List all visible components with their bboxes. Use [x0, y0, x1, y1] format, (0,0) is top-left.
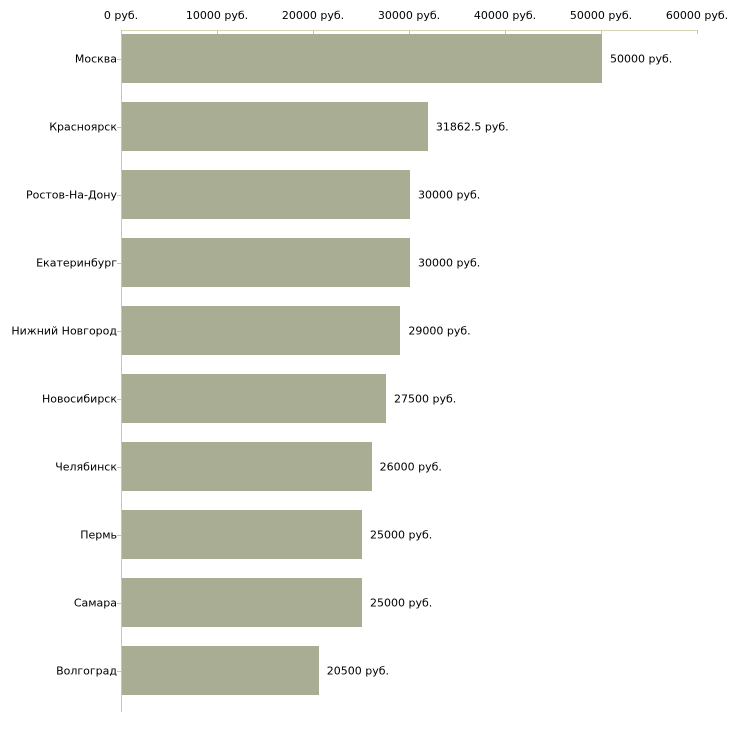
- category-tick-mark: [117, 195, 121, 196]
- bar-row: Красноярск 31862.5 руб.: [0, 93, 730, 161]
- y-axis-line: [121, 30, 122, 712]
- category-label: Волгоград: [56, 664, 117, 678]
- bar: [122, 238, 410, 287]
- bar-row: Самара 25000 руб.: [0, 569, 730, 637]
- bar: [122, 170, 410, 219]
- x-tick-mark: [697, 30, 698, 34]
- x-tick-mark: [601, 30, 602, 34]
- category-tick-mark: [117, 331, 121, 332]
- bar: [122, 34, 602, 83]
- bar-row: Москва 50000 руб.: [0, 25, 730, 93]
- bar-rows: Москва 50000 руб. Красноярск 31862.5 руб. Ро…: [0, 25, 730, 705]
- bar-row: Екатеринбург 30000 руб.: [0, 229, 730, 297]
- x-tick-label: 10000 руб.: [185, 9, 249, 22]
- category-tick-mark: [117, 467, 121, 468]
- x-tick-mark: [313, 30, 314, 34]
- category-tick-mark: [117, 59, 121, 60]
- category-label: Самара: [73, 596, 117, 610]
- x-tick-label: 0 руб.: [103, 9, 139, 22]
- category-tick-mark: [117, 535, 121, 536]
- bar: [122, 442, 372, 491]
- bar-row: Пермь 25000 руб.: [0, 501, 730, 569]
- x-tick-mark: [505, 30, 506, 34]
- category-tick-mark: [117, 263, 121, 264]
- category-label: Москва: [74, 52, 117, 66]
- category-label: Красноярск: [49, 120, 117, 134]
- bar: [122, 646, 319, 695]
- bar-row: Челябинск 26000 руб.: [0, 433, 730, 501]
- bar: [122, 374, 386, 423]
- value-label: 30000 руб.: [418, 188, 481, 202]
- value-label: 30000 руб.: [418, 256, 481, 270]
- category-tick-mark: [117, 603, 121, 604]
- category-label: Пермь: [80, 528, 117, 542]
- x-tick-mark: [409, 30, 410, 34]
- bar: [122, 102, 428, 151]
- x-tick-label: 50000 руб.: [569, 9, 633, 22]
- category-tick-mark: [117, 127, 121, 128]
- x-tick-label: 30000 руб.: [377, 9, 441, 22]
- bar-row: Новосибирск 27500 руб.: [0, 365, 730, 433]
- value-label: 20500 руб.: [326, 664, 390, 678]
- bar-row: Волгоград 20500 руб.: [0, 637, 730, 705]
- x-tick-label: 20000 руб.: [281, 9, 345, 22]
- value-label: 25000 руб.: [370, 528, 433, 542]
- x-tick-mark: [217, 30, 218, 34]
- value-label: 31862.5 руб.: [435, 120, 509, 134]
- value-label: 50000 руб.: [610, 52, 673, 66]
- value-label: 25000 руб.: [370, 596, 433, 610]
- category-label: Ростов-На-Дону: [25, 188, 117, 202]
- value-label: 29000 руб.: [408, 324, 471, 338]
- bar-row: Ростов-На-Дону 30000 руб.: [0, 161, 730, 229]
- category-label: Челябинск: [55, 460, 117, 474]
- category-label: Екатеринбург: [36, 256, 117, 270]
- category-tick-mark: [117, 399, 121, 400]
- value-label: 27500 руб.: [394, 392, 457, 406]
- category-tick-mark: [117, 671, 121, 672]
- bar: [122, 578, 362, 627]
- category-label: Нижний Новгород: [11, 324, 117, 338]
- bar: [122, 306, 401, 355]
- category-label: Новосибирск: [41, 392, 117, 406]
- value-label: 26000 руб.: [379, 460, 442, 474]
- x-tick-label: 40000 руб.: [473, 9, 537, 22]
- bar: [122, 510, 362, 559]
- bar-row: Нижний Новгород 29000 руб.: [0, 297, 730, 365]
- x-tick-label: 60000 руб.: [665, 9, 729, 22]
- x-tick-mark: [121, 30, 122, 34]
